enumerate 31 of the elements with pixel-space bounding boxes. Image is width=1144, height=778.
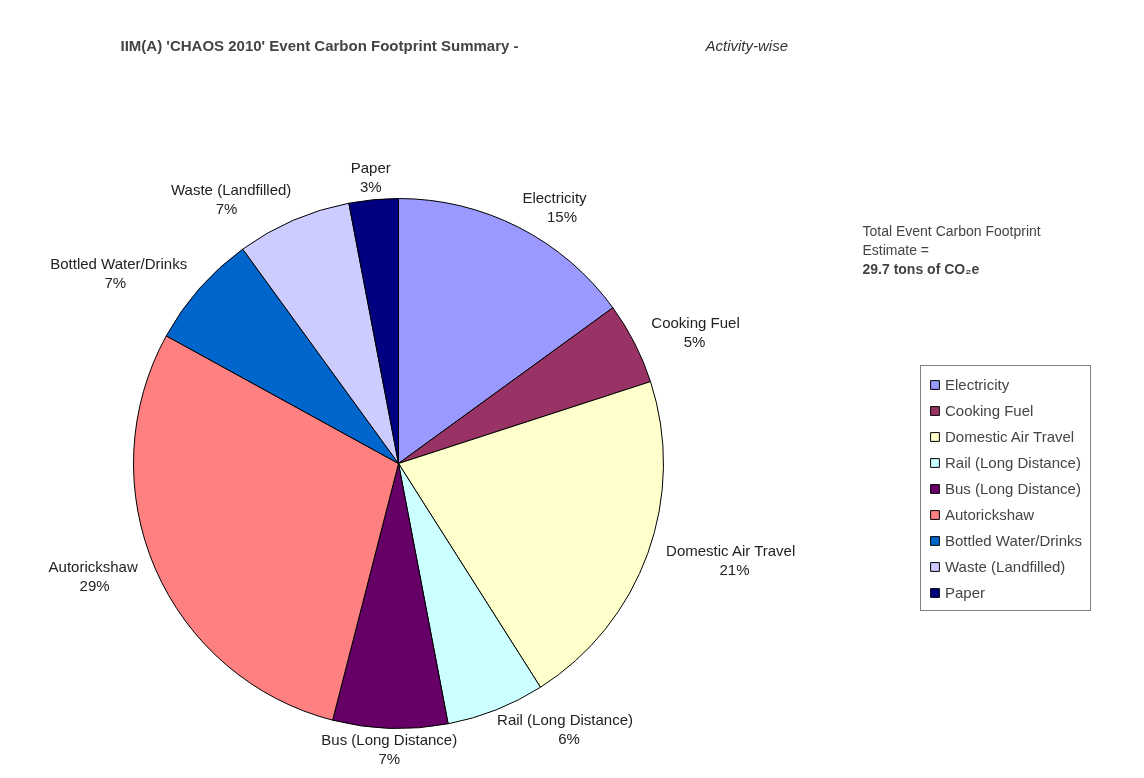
slice-label: Waste (Landfilled) xyxy=(171,181,292,199)
slice-label: Domestic Air Travel xyxy=(666,541,796,559)
legend-label: Rail (Long Distance) xyxy=(945,452,1081,472)
legend-label: Paper xyxy=(945,582,986,602)
slice-label: Paper xyxy=(350,158,391,176)
text: 29.7 tons of CO₂e xyxy=(862,260,980,277)
chart-title: IIM(A) 'CHAOS 2010' Event Carbon Footprint Summary - xyxy=(120,37,519,54)
data-label: 21% xyxy=(719,560,750,578)
slice-label: Electricity xyxy=(522,188,588,206)
data-label: 7% xyxy=(104,273,127,291)
legend-label: Domestic Air Travel xyxy=(945,426,1075,446)
legend-label: Bus (Long Distance) xyxy=(945,478,1081,498)
data-label: 7% xyxy=(378,750,401,768)
slice-label: Cooking Fuel xyxy=(651,314,740,332)
data-label: 15% xyxy=(547,207,578,225)
text: Total Event Carbon Footprint Estimate = xyxy=(862,222,1041,258)
legend-label: Electricity xyxy=(945,374,1010,394)
legend-label: Cooking Fuel xyxy=(945,400,1034,420)
slice-label: Autorickshaw xyxy=(48,558,138,576)
chart-subtitle: Activity-wise xyxy=(704,37,789,54)
slice-label: Rail (Long Distance) xyxy=(497,711,633,729)
legend-label: Waste (Landfilled) xyxy=(945,556,1066,576)
data-label: 6% xyxy=(558,730,580,748)
data-label: 7% xyxy=(215,200,238,218)
data-label: 3% xyxy=(359,177,382,195)
legend-label: Autorickshaw xyxy=(945,504,1035,524)
data-label: 5% xyxy=(683,333,706,351)
data-label: 29% xyxy=(79,577,110,595)
slice-label: Bus (Long Distance) xyxy=(321,731,458,749)
legend-label: Bottled Water/Drinks xyxy=(945,530,1082,550)
slice-label: Bottled Water/Drinks xyxy=(50,254,188,272)
